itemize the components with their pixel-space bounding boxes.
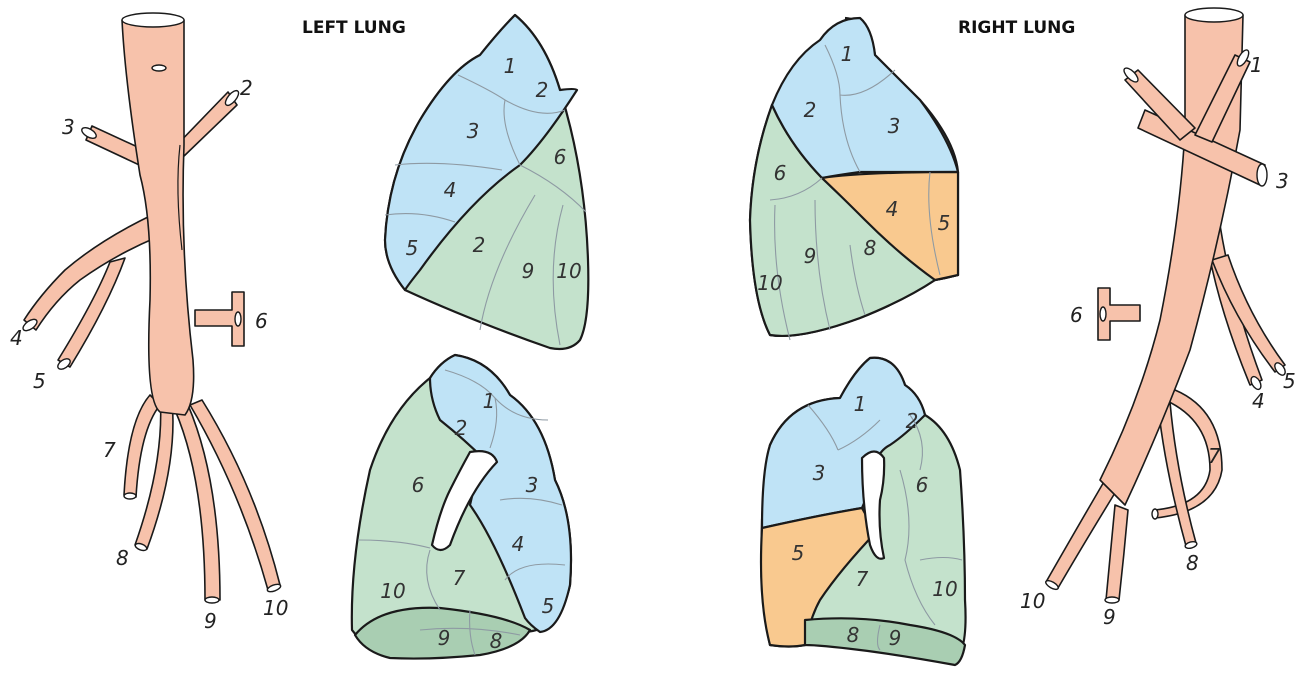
left-medial-segment-5: 5 — [542, 594, 555, 618]
left-vessel-label-3: 3 — [62, 115, 75, 139]
left-lateral-segment-2: 2 — [536, 78, 549, 102]
left-medial-segment-8: 8 — [490, 629, 503, 653]
left-vessel-label-8: 8 — [116, 546, 129, 570]
right-lateral-segment-3: 3 — [888, 114, 901, 138]
right-lateral-segment-6: 6 — [774, 161, 787, 185]
right-vessel-label-10: 10 — [1020, 589, 1045, 613]
right-medial-segment-6: 6 — [916, 473, 929, 497]
right-medial-segment-7: 7 — [856, 567, 869, 591]
right-vessel-label-8: 8 — [1186, 551, 1199, 575]
right-medial-segment-1: 1 — [854, 392, 867, 416]
right-vessel-label-1: 1 — [1250, 53, 1263, 77]
left-medial-segment-2: 2 — [455, 416, 468, 440]
left-medial-segment-3: 3 — [526, 473, 539, 497]
left-pulmonary-artery-tree — [22, 12, 282, 604]
right-lateral-segment-10: 10 — [757, 271, 782, 295]
left-vessel-label-6: 6 — [255, 309, 268, 333]
left-lateral-segment-10: 10 — [556, 259, 581, 283]
left-lateral-segment-5: 5 — [406, 236, 419, 260]
left-lateral-segment-2b: 2 — [473, 233, 486, 257]
right-lateral-segment-8: 8 — [864, 236, 877, 260]
right-medial-segment-2: 2 — [906, 409, 919, 433]
right-lateral-segment-1: 1 — [841, 42, 854, 66]
right-medial-segment-9: 9 — [889, 626, 902, 650]
right-pulmonary-artery-tree — [1045, 7, 1286, 604]
left-lateral-segment-3: 3 — [467, 119, 480, 143]
right-vessel-label-6: 6 — [1070, 303, 1083, 327]
left-medial-segment-7: 7 — [453, 566, 466, 590]
right-vessel-label-9: 9 — [1103, 605, 1116, 629]
left-medial-segment-6: 6 — [412, 473, 425, 497]
left-vessel-label-10: 10 — [263, 596, 288, 620]
right-vessel-label-5: 5 — [1283, 369, 1296, 393]
left-lateral-segment-9: 9 — [522, 259, 535, 283]
left-vessel-label-7: 7 — [103, 438, 116, 462]
right-lateral-segment-4: 4 — [886, 197, 899, 221]
left-vessel-label-5: 5 — [33, 369, 46, 393]
left-vessel-label-9: 9 — [204, 609, 217, 633]
right-lateral-segment-2: 2 — [804, 98, 817, 122]
right-medial-segment-3: 3 — [813, 461, 826, 485]
left-vessel-label-4: 4 — [10, 326, 23, 350]
left-lung-lateral-view — [383, 13, 590, 351]
right-medial-segment-5: 5 — [792, 541, 805, 565]
left-medial-segment-1: 1 — [483, 389, 496, 413]
right-medial-segment-8: 8 — [847, 623, 860, 647]
left-lateral-segment-6: 6 — [554, 145, 567, 169]
right-lateral-segment-9: 9 — [804, 244, 817, 268]
right-lung-heading: RIGHT LUNG — [958, 18, 1075, 38]
left-lung-heading: LEFT LUNG — [302, 18, 406, 38]
left-lateral-segment-1: 1 — [504, 54, 517, 78]
left-medial-segment-4: 4 — [512, 532, 525, 556]
right-vessel-label-3: 3 — [1276, 169, 1289, 193]
right-lung-lateral-view — [748, 16, 960, 341]
left-medial-segment-9: 9 — [438, 626, 451, 650]
left-lung-medial-view — [350, 353, 573, 660]
left-lateral-segment-4: 4 — [444, 178, 457, 202]
left-medial-segment-10: 10 — [380, 579, 405, 603]
right-lung-medial-view — [759, 356, 967, 667]
right-vessel-label-4: 4 — [1252, 389, 1265, 413]
right-vessel-label-7: 7 — [1208, 444, 1221, 468]
right-medial-segment-10: 10 — [932, 577, 957, 601]
left-vessel-label-2: 2 — [240, 76, 253, 100]
right-lateral-segment-5: 5 — [938, 211, 951, 235]
